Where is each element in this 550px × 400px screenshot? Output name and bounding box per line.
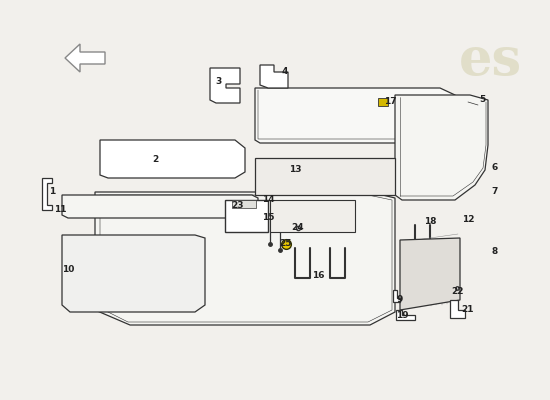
Text: 18: 18 — [424, 218, 436, 226]
Text: 25: 25 — [280, 240, 292, 248]
Text: es: es — [459, 34, 521, 86]
Text: 8: 8 — [492, 248, 498, 256]
Polygon shape — [42, 178, 52, 210]
Polygon shape — [65, 44, 105, 72]
Text: 15: 15 — [262, 214, 274, 222]
Polygon shape — [400, 238, 460, 310]
Text: 9: 9 — [397, 296, 403, 304]
Text: 11: 11 — [54, 206, 66, 214]
Text: 10: 10 — [62, 266, 74, 274]
Text: 17: 17 — [384, 98, 397, 106]
Text: europes: europes — [132, 185, 308, 275]
Text: 3: 3 — [215, 78, 221, 86]
Polygon shape — [255, 88, 455, 143]
Polygon shape — [450, 300, 465, 318]
Polygon shape — [395, 95, 488, 200]
Text: 6: 6 — [492, 164, 498, 172]
Polygon shape — [396, 310, 415, 320]
Text: a passion for: a passion for — [151, 236, 279, 294]
Polygon shape — [270, 200, 355, 232]
Text: 7: 7 — [492, 188, 498, 196]
Polygon shape — [255, 158, 395, 195]
Polygon shape — [225, 200, 268, 232]
Text: 19: 19 — [395, 310, 408, 320]
Polygon shape — [393, 290, 400, 302]
Text: 24: 24 — [292, 224, 304, 232]
Text: 1: 1 — [49, 188, 55, 196]
Text: 2: 2 — [152, 156, 158, 164]
Polygon shape — [62, 195, 258, 218]
Text: 5: 5 — [479, 96, 485, 104]
Text: 16: 16 — [312, 270, 324, 280]
Text: 21: 21 — [462, 306, 474, 314]
Bar — [232, 200, 256, 208]
Polygon shape — [100, 140, 245, 178]
Text: 22: 22 — [452, 288, 464, 296]
Polygon shape — [260, 65, 288, 88]
Text: 23: 23 — [232, 202, 244, 210]
Text: 12: 12 — [462, 216, 474, 224]
Text: automobiles: automobiles — [158, 257, 282, 313]
Text: 13: 13 — [289, 166, 301, 174]
Polygon shape — [210, 68, 240, 103]
Polygon shape — [95, 192, 395, 325]
Bar — [378, 98, 388, 106]
Text: 14: 14 — [262, 196, 274, 204]
Polygon shape — [62, 235, 205, 312]
Text: 4: 4 — [282, 68, 288, 76]
